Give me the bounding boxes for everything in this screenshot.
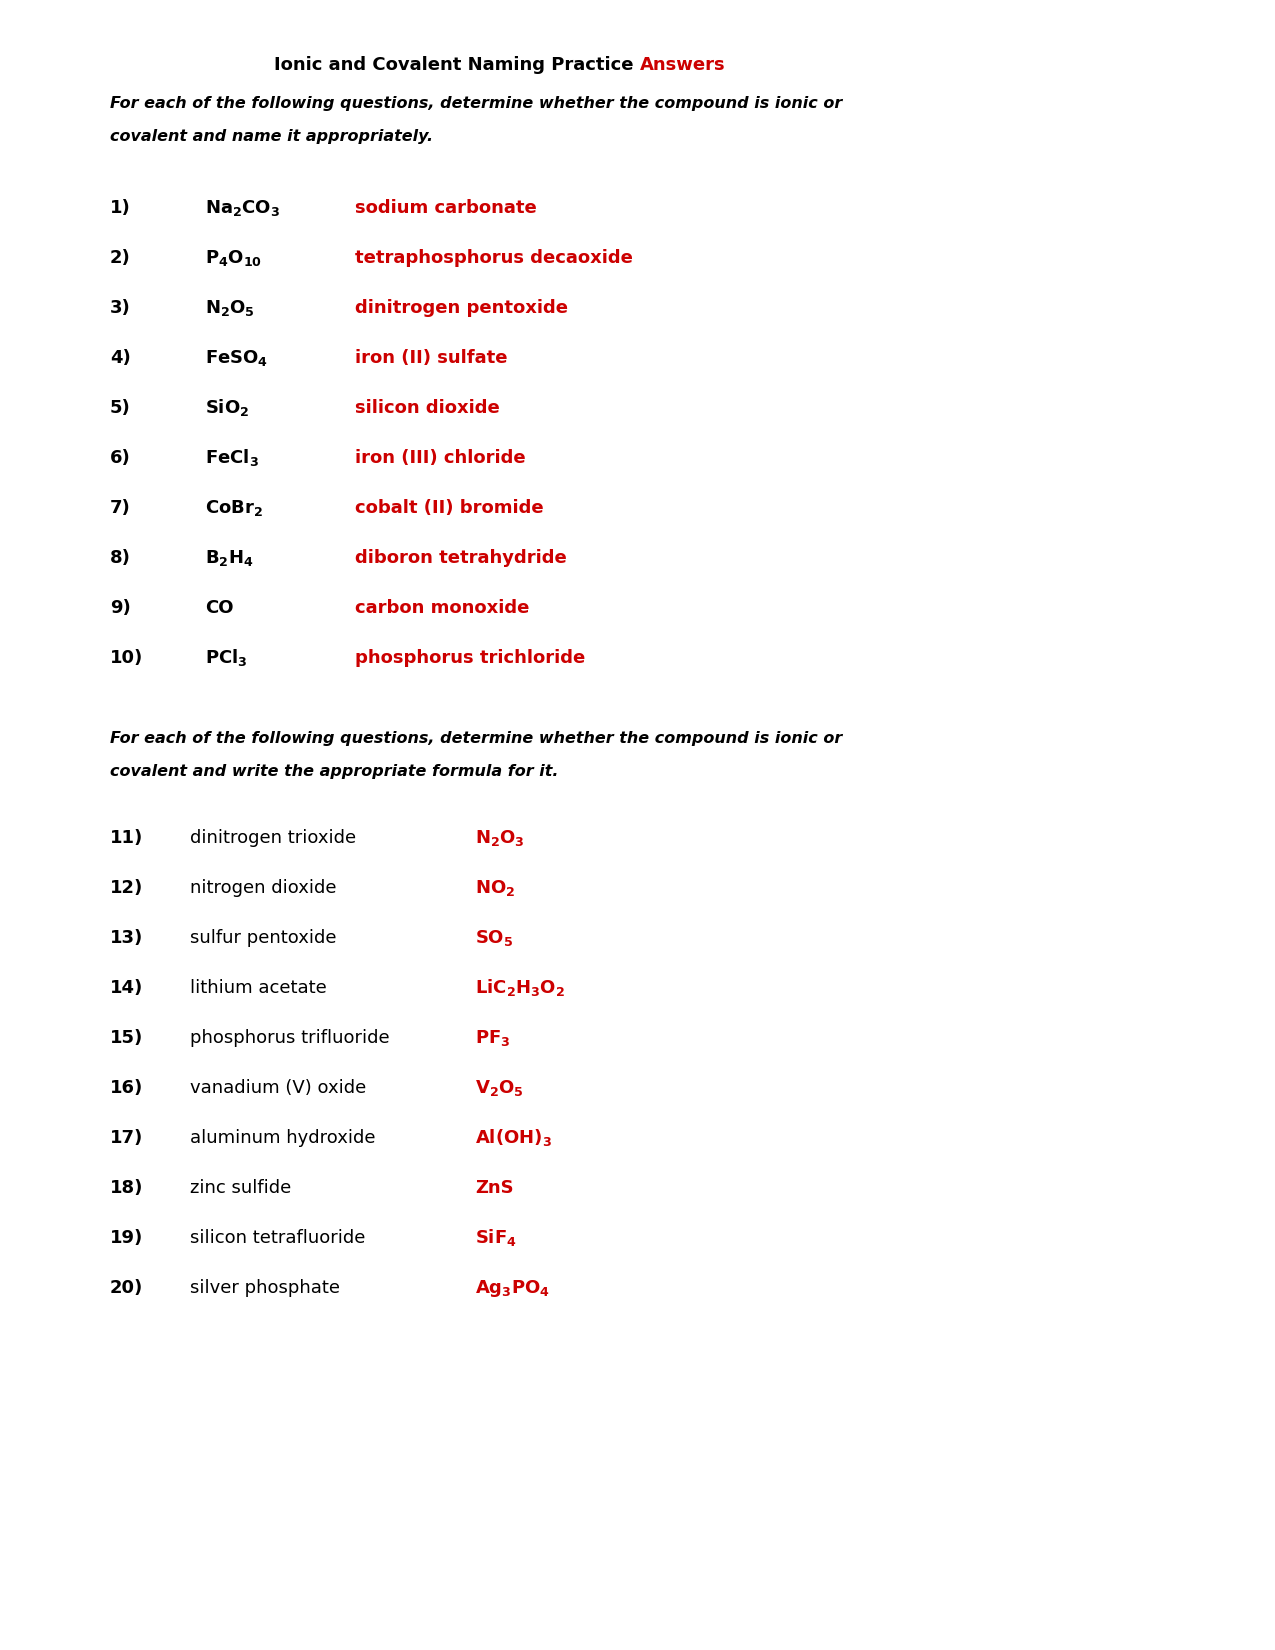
Text: N$_2$O$_3$: N$_2$O$_3$ <box>476 828 525 848</box>
Text: cobalt (II) bromide: cobalt (II) bromide <box>354 498 543 516</box>
Text: 5): 5) <box>110 399 131 417</box>
Text: LiC$_2$H$_3$O$_2$: LiC$_2$H$_3$O$_2$ <box>476 977 565 998</box>
Text: aluminum hydroxide: aluminum hydroxide <box>190 1129 376 1147</box>
Text: 13): 13) <box>110 929 143 947</box>
Text: Ionic and Covalent Naming Practice: Ionic and Covalent Naming Practice <box>274 56 640 74</box>
Text: dinitrogen trioxide: dinitrogen trioxide <box>190 828 356 846</box>
Text: Al(OH)$_3$: Al(OH)$_3$ <box>476 1127 552 1148</box>
Text: carbon monoxide: carbon monoxide <box>354 599 529 617</box>
Text: 17): 17) <box>110 1129 143 1147</box>
Text: phosphorus trichloride: phosphorus trichloride <box>354 648 585 667</box>
Text: tetraphosphorus decaoxide: tetraphosphorus decaoxide <box>354 249 632 267</box>
Text: nitrogen dioxide: nitrogen dioxide <box>190 879 337 898</box>
Text: 2): 2) <box>110 249 131 267</box>
Text: 9): 9) <box>110 599 131 617</box>
Text: 3): 3) <box>110 299 131 317</box>
Text: P$_4$O$_{10}$: P$_4$O$_{10}$ <box>205 248 263 267</box>
Text: B$_2$H$_4$: B$_2$H$_4$ <box>205 548 254 568</box>
Text: silicon tetrafluoride: silicon tetrafluoride <box>190 1229 366 1247</box>
Text: sulfur pentoxide: sulfur pentoxide <box>190 929 337 947</box>
Text: iron (III) chloride: iron (III) chloride <box>354 449 525 467</box>
Text: For each of the following questions, determine whether the compound is ionic or: For each of the following questions, det… <box>110 96 843 111</box>
Text: zinc sulfide: zinc sulfide <box>190 1180 291 1196</box>
Text: phosphorus trifluoride: phosphorus trifluoride <box>190 1030 390 1048</box>
Text: CoBr$_2$: CoBr$_2$ <box>205 498 263 518</box>
Text: 4): 4) <box>110 350 131 366</box>
Text: N$_2$O$_5$: N$_2$O$_5$ <box>205 299 255 318</box>
Text: NO$_2$: NO$_2$ <box>476 878 515 898</box>
Text: covalent and write the appropriate formula for it.: covalent and write the appropriate formu… <box>110 764 558 779</box>
Text: silver phosphate: silver phosphate <box>190 1279 340 1297</box>
Text: SO$_5$: SO$_5$ <box>476 927 514 949</box>
Text: For each of the following questions, determine whether the compound is ionic or: For each of the following questions, det… <box>110 731 843 746</box>
Text: lithium acetate: lithium acetate <box>190 978 326 997</box>
Text: CO: CO <box>205 599 233 617</box>
Text: vanadium (V) oxide: vanadium (V) oxide <box>190 1079 366 1097</box>
Text: 1): 1) <box>110 200 131 218</box>
Text: 19): 19) <box>110 1229 143 1247</box>
Text: ZnS: ZnS <box>476 1180 514 1196</box>
Text: 10): 10) <box>110 648 143 667</box>
Text: 16): 16) <box>110 1079 143 1097</box>
Text: SiO$_2$: SiO$_2$ <box>205 398 250 417</box>
Text: PF$_3$: PF$_3$ <box>476 1028 510 1048</box>
Text: 15): 15) <box>110 1030 143 1048</box>
Text: Na$_2$CO$_3$: Na$_2$CO$_3$ <box>205 198 280 218</box>
Text: 6): 6) <box>110 449 131 467</box>
Text: diboron tetrahydride: diboron tetrahydride <box>354 549 567 568</box>
Text: 12): 12) <box>110 879 143 898</box>
Text: V$_2$O$_5$: V$_2$O$_5$ <box>476 1077 524 1097</box>
Text: 14): 14) <box>110 978 143 997</box>
Text: FeCl$_3$: FeCl$_3$ <box>205 447 259 469</box>
Text: 11): 11) <box>110 828 143 846</box>
Text: SiF$_4$: SiF$_4$ <box>476 1228 516 1247</box>
Text: covalent and name it appropriately.: covalent and name it appropriately. <box>110 129 434 144</box>
Text: 7): 7) <box>110 498 131 516</box>
Text: 8): 8) <box>110 549 131 568</box>
Text: 20): 20) <box>110 1279 143 1297</box>
Text: sodium carbonate: sodium carbonate <box>354 200 537 218</box>
Text: Ag$_3$PO$_4$: Ag$_3$PO$_4$ <box>476 1279 550 1299</box>
Text: iron (II) sulfate: iron (II) sulfate <box>354 350 507 366</box>
Text: PCl$_3$: PCl$_3$ <box>205 647 247 668</box>
Text: silicon dioxide: silicon dioxide <box>354 399 500 417</box>
Text: dinitrogen pentoxide: dinitrogen pentoxide <box>354 299 567 317</box>
Text: 18): 18) <box>110 1180 143 1196</box>
Text: FeSO$_4$: FeSO$_4$ <box>205 348 268 368</box>
Text: Answers: Answers <box>640 56 725 74</box>
